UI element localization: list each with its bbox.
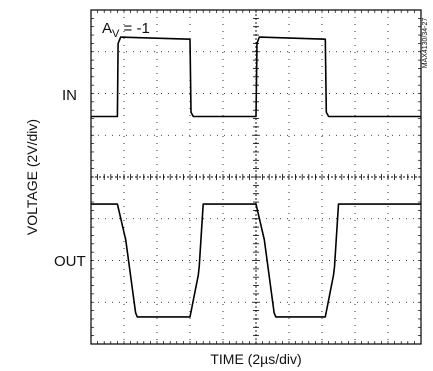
- part-code-label: MAX4130/34-27: [422, 18, 429, 69]
- gain-label-rest: = -1: [119, 20, 149, 37]
- series-label-in: IN: [62, 87, 77, 104]
- plot-frame: [90, 9, 422, 345]
- y-axis-label: VOLTAGE (2V/div): [24, 119, 40, 235]
- series-label-out: OUT: [54, 253, 86, 270]
- series-line-out: [91, 203, 421, 318]
- gain-label-sub: V: [112, 28, 120, 40]
- x-axis-label: TIME (2µs/div): [210, 351, 301, 367]
- traces: [91, 36, 421, 318]
- gain-label: AV = -1: [102, 20, 150, 40]
- gain-label-main: A: [102, 20, 112, 37]
- series-line-in: [91, 36, 421, 118]
